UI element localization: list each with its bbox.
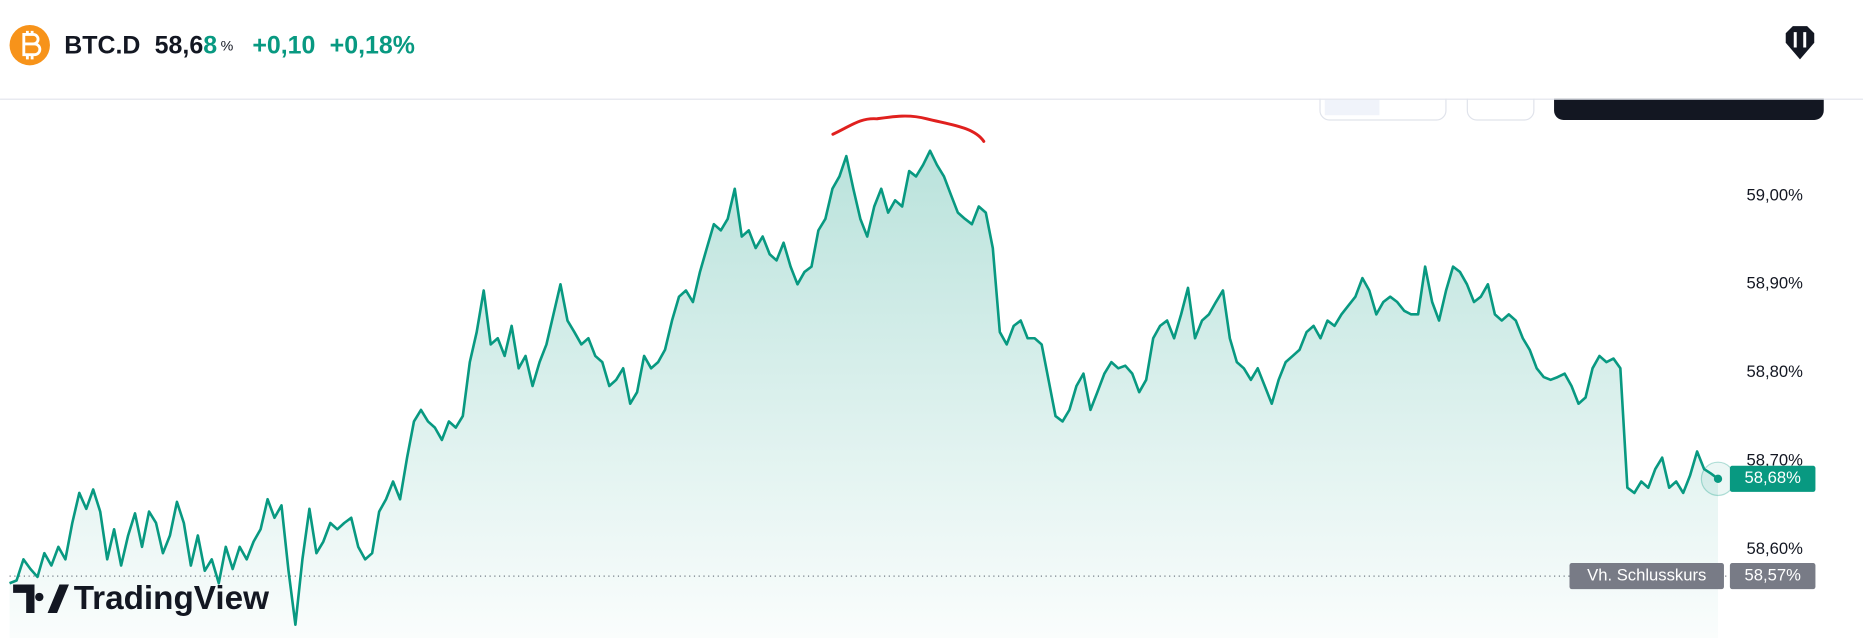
y-tick-label: 59,00% bbox=[1747, 185, 1804, 204]
symbol: BTC.D bbox=[64, 31, 140, 59]
plot-area: 59,00% 58,90% 58,80% 58,70% 58,60% 58,68% Vh. … bbox=[9, 149, 1816, 638]
prev-close-label: 58,57% bbox=[1744, 565, 1801, 584]
change: +0,10 bbox=[252, 31, 315, 59]
area-fill bbox=[9, 150, 1719, 638]
prev-close-name: Vh. Schlusskurs bbox=[1587, 565, 1706, 584]
price-unit: % bbox=[221, 38, 234, 54]
last-price-label: 58,68% bbox=[1744, 468, 1801, 487]
symbol-line: BTC.D 58,68% +0,10 +0,18% bbox=[64, 31, 415, 59]
annotation-stroke bbox=[831, 114, 986, 143]
account-icon-glyph bbox=[1793, 32, 1807, 48]
prev-close-name-box bbox=[1569, 563, 1724, 590]
header bbox=[0, 0, 1863, 99]
watermark: TradingView bbox=[74, 580, 269, 617]
y-tick-label: 58,70% bbox=[1747, 451, 1804, 470]
btc-glyph bbox=[22, 30, 42, 60]
y-tick-label: 58,80% bbox=[1747, 362, 1804, 381]
toolbar-button-fill bbox=[1324, 99, 1380, 116]
price: 58,6 bbox=[155, 31, 204, 59]
y-tick-label: 58,60% bbox=[1747, 539, 1804, 558]
last-point bbox=[1713, 474, 1723, 483]
prev-close-box bbox=[1729, 563, 1816, 590]
y-tick-label: 58,90% bbox=[1747, 274, 1804, 293]
price-last-digit: 8 bbox=[203, 31, 217, 59]
watermark-logo bbox=[13, 584, 69, 614]
change-pct: +0,18% bbox=[330, 31, 415, 59]
last-price-box bbox=[1729, 465, 1816, 492]
price-line bbox=[9, 149, 1719, 627]
account-icon[interactable] bbox=[1785, 26, 1815, 60]
